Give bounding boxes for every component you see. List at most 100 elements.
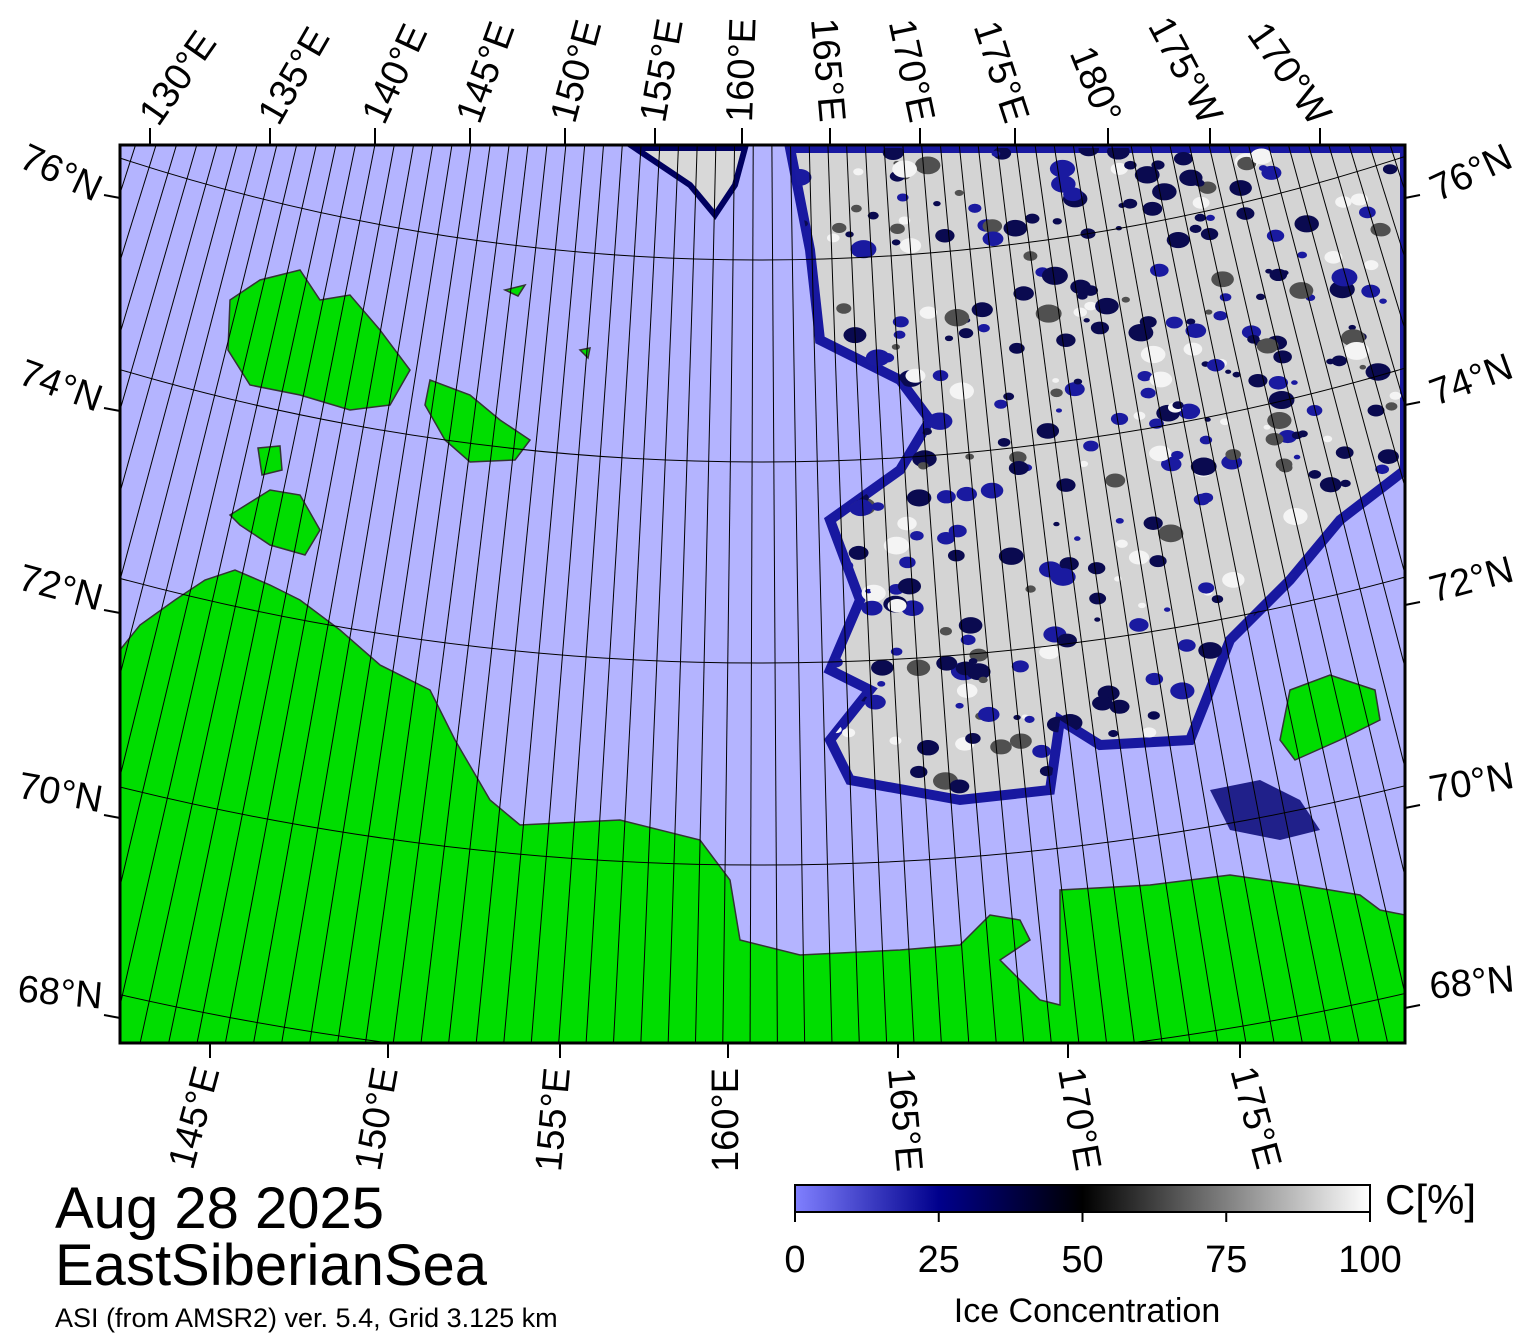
ice-blotch: [1056, 478, 1076, 492]
meridian: [827, 145, 860, 1043]
ice-blotch: [1194, 213, 1206, 222]
meridian: [585, 145, 642, 1043]
ice-blotch: [1137, 371, 1153, 382]
colorbar: [794, 1184, 1371, 1213]
meridian: [1208, 145, 1405, 997]
island: [424, 378, 532, 463]
ice-blotch: [1322, 435, 1333, 443]
meridian: [337, 145, 472, 1043]
ice-blotch: [1011, 660, 1029, 673]
ice-blotch: [1190, 457, 1217, 476]
ice-blotch: [1152, 183, 1177, 201]
ice-blotch: [1186, 318, 1196, 325]
ice-blotch: [1281, 270, 1289, 276]
ice-blotch: [1121, 296, 1130, 303]
right-label: 76°N: [1424, 136, 1519, 210]
ice-blotch: [1219, 293, 1232, 302]
bottom-label: 145°E: [161, 1062, 228, 1173]
ice-blotch: [1003, 219, 1028, 237]
meridian: [530, 145, 605, 1043]
ice-blotch: [1343, 342, 1370, 360]
ice-blotch: [1348, 324, 1356, 331]
ice-blotch: [1319, 477, 1342, 493]
ice-blotch: [887, 598, 907, 613]
ice-blotch: [1266, 229, 1285, 242]
meridian: [640, 145, 679, 1043]
ice-blotch: [890, 647, 903, 656]
island: [257, 445, 283, 476]
ice-blotch: [1265, 432, 1284, 446]
land: [120, 269, 1405, 1043]
ice-blotch: [1052, 218, 1062, 225]
meridian: [392, 145, 510, 1043]
ice-blotch: [1083, 318, 1090, 323]
ice-blotch: [899, 556, 916, 569]
ice-blotch: [958, 617, 983, 634]
meridian: [475, 145, 567, 1043]
ice-blotch: [1283, 508, 1308, 526]
ice-blotch: [898, 216, 911, 225]
ice-blotch: [1124, 160, 1137, 170]
ice-blotch: [1273, 350, 1292, 364]
tick: [103, 194, 121, 199]
ice-blotch: [1025, 213, 1040, 224]
bottom-label: 175°E: [1222, 1062, 1289, 1173]
region: EastSiberianSea: [55, 1233, 488, 1298]
ice-blotch: [954, 189, 964, 197]
ice-blotch: [998, 547, 1024, 565]
meridian: [1169, 145, 1360, 1043]
top-label: 130°E: [131, 24, 225, 133]
ice-blotch: [1092, 696, 1113, 711]
ice-blotch: [845, 231, 854, 238]
ice-blotch: [1109, 699, 1130, 714]
ice-blotch: [853, 168, 864, 176]
colorbar-unit: C[%]: [1385, 1176, 1476, 1223]
ice-blotch: [861, 600, 883, 616]
ice-blotch: [1206, 359, 1225, 372]
ice-blotch: [1306, 405, 1323, 416]
ice-blotch: [1173, 152, 1193, 166]
ice-blotch: [914, 156, 941, 175]
island: [502, 283, 527, 297]
ice-blotch: [917, 740, 940, 756]
ice-blotch: [1046, 427, 1054, 433]
ice-blotch: [955, 702, 964, 709]
ice-blotch: [1009, 342, 1025, 354]
top-label: 170°E: [880, 16, 943, 126]
ice-blotch: [1053, 521, 1060, 527]
ice-blotch: [1116, 539, 1128, 548]
meridian: [196, 145, 376, 1043]
ice-blotch: [1009, 733, 1032, 749]
ice-blotch: [936, 490, 956, 504]
ice-blotch: [883, 536, 910, 555]
meridian: [977, 145, 1080, 1043]
ice-blotch: [1211, 271, 1234, 288]
meridian: [902, 145, 970, 1043]
tick: [103, 609, 121, 614]
ice-blotch: [882, 148, 904, 161]
top-label: 135°E: [250, 20, 338, 131]
meridian: [1111, 145, 1275, 1043]
ice-blotch: [1232, 371, 1241, 378]
ice-blotch: [889, 736, 902, 745]
ice-blotch: [1089, 592, 1107, 605]
ice-blotch: [982, 231, 1004, 247]
ice-blotch: [890, 223, 905, 234]
ice-blotch: [1079, 460, 1089, 467]
ice-blotch: [871, 659, 894, 676]
ice-blotch: [933, 200, 941, 207]
ice-blotch: [1291, 431, 1303, 440]
ice-blotch: [1094, 617, 1101, 622]
ice-blotch: [1128, 323, 1154, 342]
ice-blotch: [991, 150, 1001, 157]
ice-blotch: [1052, 378, 1060, 383]
ice-blotch: [1198, 582, 1215, 594]
ice-blotch: [1039, 644, 1060, 660]
ice-blotch: [912, 450, 937, 468]
ice-blotch: [1189, 224, 1202, 234]
island: [1279, 674, 1381, 761]
ice-blotch: [1160, 456, 1182, 472]
ice-blotch: [1367, 404, 1385, 417]
